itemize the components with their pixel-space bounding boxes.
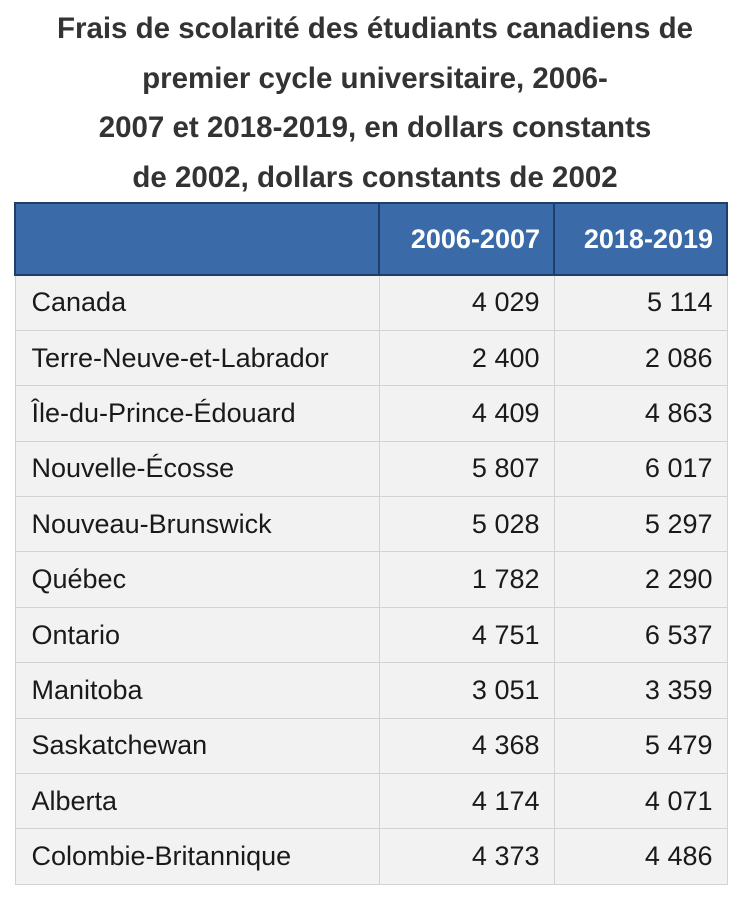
- value-cell-2018-2019: 4 863: [553, 385, 728, 442]
- value-cell-2006-2007: 4 368: [378, 717, 555, 775]
- row-label-cell: Alberta: [14, 773, 380, 830]
- title-line-4: de 2002, dollars constants de 2002: [132, 160, 618, 194]
- table-row: Canada 4 029 5 114: [14, 274, 728, 331]
- row-label-cell: Colombie-Britannique: [14, 828, 380, 885]
- value-cell-2006-2007: 4 409: [378, 385, 555, 442]
- table-row: Alberta 4 174 4 071: [14, 773, 728, 830]
- value-cell-2006-2007: 5 028: [378, 496, 555, 553]
- row-label-cell: Canada: [14, 274, 380, 331]
- title-line-2: premier cycle universitaire, 2006-: [142, 61, 608, 95]
- title-line-3: 2007 et 2018-2019, en dollars constants: [98, 111, 652, 144]
- row-label-cell: Saskatchewan: [14, 717, 380, 775]
- value-cell-2006-2007: 4 174: [378, 773, 555, 830]
- value-cell-2006-2007: 2 400: [378, 329, 555, 387]
- header-cell-2018-2019: 2018-2019: [553, 202, 728, 276]
- table-row: Manitoba 3 051 3 359: [14, 662, 728, 719]
- value-cell-2018-2019: 6 537: [553, 606, 728, 664]
- row-label-cell: Ontario: [14, 606, 380, 664]
- table-title: Frais de scolarité des étudiants canadie…: [0, 4, 750, 202]
- value-cell-2018-2019: 3 359: [553, 662, 728, 719]
- value-cell-2018-2019: 5 114: [553, 274, 728, 331]
- header-corner-cell: [14, 202, 380, 276]
- table-row: Ontario 4 751 6 537: [14, 606, 728, 664]
- header-row: 2006-2007 2018-2019: [14, 202, 728, 276]
- table-row: Terre-Neuve-et-Labrador 2 400 2 086: [14, 329, 728, 387]
- title-line-1: Frais de scolarité des étudiants canadie…: [56, 12, 694, 45]
- row-label-cell: Terre-Neuve-et-Labrador: [14, 329, 380, 387]
- value-cell-2018-2019: 6 017: [553, 440, 728, 498]
- value-cell-2018-2019: 4 071: [553, 773, 728, 830]
- table-body: Canada 4 029 5 114 Terre-Neuve-et-Labrador 2…: [14, 274, 728, 885]
- value-cell-2006-2007: 5 807: [378, 440, 555, 498]
- row-label-cell: Manitoba: [14, 662, 380, 719]
- table-row: Île-du-Prince-Édouard 4 409 4 863: [14, 385, 728, 442]
- table-row: Nouvelle-Écosse 5 807 6 017: [14, 440, 728, 498]
- value-cell-2006-2007: 3 051: [378, 662, 555, 719]
- table-row: Colombie-Britannique 4 373 4 486: [14, 828, 728, 885]
- value-cell-2018-2019: 5 479: [553, 717, 728, 775]
- value-cell-2018-2019: 2 290: [553, 551, 728, 608]
- table-row: Nouveau-Brunswick 5 028 5 297: [14, 496, 728, 553]
- row-label-cell: Nouveau-Brunswick: [14, 496, 380, 553]
- header-cell-2006-2007: 2006-2007: [378, 202, 555, 276]
- table-row: Saskatchewan 4 368 5 479: [14, 717, 728, 775]
- row-label-cell: Nouvelle-Écosse: [14, 440, 380, 498]
- value-cell-2018-2019: 5 297: [553, 496, 728, 553]
- row-label-cell: Île-du-Prince-Édouard: [14, 385, 380, 442]
- value-cell-2006-2007: 4 373: [378, 828, 555, 885]
- row-label-cell: Québec: [14, 551, 380, 608]
- data-table: 2006-2007 2018-2019 Canada 4 029 5 114 Terr…: [14, 202, 728, 885]
- value-cell-2018-2019: 4 486: [553, 828, 728, 885]
- value-cell-2006-2007: 4 751: [378, 606, 555, 664]
- value-cell-2006-2007: 4 029: [378, 274, 555, 331]
- value-cell-2006-2007: 1 782: [378, 551, 555, 608]
- value-cell-2018-2019: 2 086: [553, 329, 728, 387]
- table-row: Québec 1 782 2 290: [14, 551, 728, 608]
